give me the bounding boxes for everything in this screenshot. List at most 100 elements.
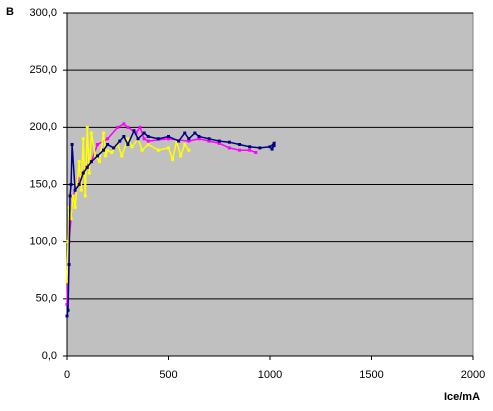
point: [130, 145, 134, 149]
point: [254, 150, 258, 154]
point: [146, 139, 150, 143]
y-tick-label: 250,0: [29, 64, 57, 76]
point: [69, 217, 73, 221]
point: [87, 171, 91, 175]
point: [217, 141, 221, 145]
point: [95, 154, 99, 158]
point: [248, 145, 252, 149]
y-tick-label: 300,0: [29, 7, 57, 19]
point: [272, 141, 276, 145]
point: [248, 148, 252, 152]
x-tick-label: 1000: [258, 369, 282, 381]
point: [167, 134, 170, 138]
point: [183, 142, 187, 146]
point: [67, 263, 71, 267]
point: [175, 139, 179, 143]
point: [227, 140, 231, 144]
point: [106, 148, 110, 152]
point: [258, 146, 262, 150]
point: [187, 137, 191, 141]
point: [126, 142, 130, 146]
point: [171, 157, 175, 161]
point: [179, 154, 183, 158]
point: [116, 125, 120, 129]
point: [270, 147, 274, 151]
point: [77, 160, 81, 164]
point: [138, 125, 142, 129]
point: [95, 142, 99, 146]
x-tick-label: 1500: [359, 369, 383, 381]
point: [106, 137, 110, 141]
point: [81, 137, 85, 141]
y-tick-label: 150,0: [29, 178, 57, 190]
point: [156, 148, 160, 152]
point: [197, 137, 201, 141]
y-tick-label: 0,0: [42, 350, 57, 362]
point: [167, 137, 170, 141]
series-line: [66, 127, 190, 282]
chart-title: B: [6, 6, 14, 18]
point: [106, 142, 110, 146]
point: [66, 308, 70, 312]
point: [65, 314, 69, 318]
point: [207, 139, 211, 143]
point: [85, 125, 89, 129]
point: [227, 146, 231, 150]
point: [238, 142, 242, 146]
point: [187, 139, 191, 143]
y-tick-label: 50,0: [36, 293, 57, 305]
point: [110, 150, 114, 154]
point: [67, 205, 71, 209]
point: [126, 125, 130, 129]
point: [134, 131, 138, 135]
point: [83, 194, 87, 198]
point: [104, 154, 108, 158]
point: [268, 145, 272, 149]
point: [65, 280, 69, 284]
point: [70, 142, 74, 146]
x-tick-label: 0: [64, 369, 70, 381]
point: [272, 144, 276, 148]
y-tick-label: 200,0: [29, 121, 57, 133]
point: [126, 137, 130, 141]
point: [112, 146, 116, 150]
point: [71, 194, 75, 198]
point: [122, 122, 126, 126]
point: [140, 148, 144, 152]
point: [73, 188, 77, 192]
point: [97, 160, 101, 164]
point: [65, 303, 69, 307]
point: [66, 240, 70, 244]
point: [167, 146, 170, 150]
point: [217, 139, 221, 143]
point: [177, 139, 181, 143]
point: [120, 154, 124, 158]
x-tick-label: 2000: [461, 369, 485, 381]
point: [122, 134, 126, 138]
point: [207, 137, 211, 141]
point: [89, 160, 93, 164]
point: [136, 137, 140, 141]
point: [142, 137, 146, 141]
point: [77, 177, 81, 181]
point: [75, 183, 79, 186]
x-tick-label: 500: [159, 369, 177, 381]
point: [156, 137, 160, 141]
point: [193, 131, 197, 135]
point: [102, 148, 106, 152]
point: [89, 131, 93, 135]
point: [187, 148, 191, 152]
y-tick-label: 100,0: [29, 236, 57, 248]
x-axis-label: Ice/mA: [444, 391, 480, 403]
point: [85, 165, 89, 169]
point: [146, 142, 150, 146]
point: [73, 205, 77, 209]
point: [183, 131, 187, 135]
point: [118, 139, 122, 143]
point: [102, 131, 106, 135]
point: [69, 183, 73, 186]
point: [83, 165, 87, 169]
point: [146, 134, 150, 138]
point: [142, 131, 146, 135]
